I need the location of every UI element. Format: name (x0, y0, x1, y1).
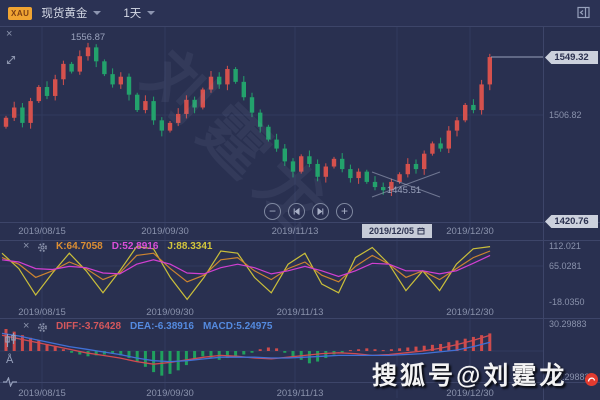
symbol-selector[interactable]: 现货黄金 (41, 5, 102, 21)
toolbar: XAU 现货黄金 1天 (0, 0, 600, 27)
date-label: 2019/12/30 (446, 226, 494, 237)
close-icon[interactable]: × (6, 28, 13, 40)
selected-date-tag[interactable]: 2019/12/05 (362, 224, 432, 238)
kdj-d-value: D:52.8916 (111, 241, 159, 252)
macd-diff-value: DIFF:-3.76428 (56, 321, 122, 332)
kdj-tick-label: -18.0350 (549, 297, 585, 307)
trough-price-label: 1445.51 (386, 185, 422, 196)
pan-left-button[interactable] (288, 203, 305, 220)
kdj-close-icon[interactable]: × (23, 240, 30, 252)
macd-settings-gear-icon[interactable] (37, 322, 48, 333)
symbol-badge: XAU (8, 6, 33, 20)
macd-values: DIFF:-3.76428 DEA:-6.38916 MACD:5.24975 (56, 321, 272, 332)
kdj-k-value: K:64.7058 (56, 241, 103, 252)
selected-date-label: 2019/12/05 (368, 226, 415, 236)
date-label: 2019/09/30 (141, 226, 189, 237)
macd-dea-value: DEA:-6.38916 (130, 321, 194, 332)
timeframe-label: 1天 (123, 8, 142, 20)
resize-diagonal-icon[interactable] (5, 54, 17, 66)
pulse-indicator-icon[interactable] (3, 376, 17, 388)
kdj-j-value: J:88.3341 (167, 241, 213, 252)
symbol-name: 现货黄金 (41, 8, 88, 20)
date-label: 2019/08/15 (18, 226, 66, 237)
peak-price-label: 1556.87 (70, 32, 106, 43)
zoom-in-button[interactable]: + (336, 203, 353, 220)
macd-tick-label: -30.29883 (549, 372, 590, 382)
date-label: 2019/08/15 (18, 307, 66, 318)
last-price-tag: 1549.32 (545, 51, 598, 64)
date-label: 2019/12/30 (446, 388, 494, 399)
chevron-down-icon (147, 11, 156, 15)
date-label: 2019/12/30 (446, 307, 494, 318)
calendar-icon (417, 227, 425, 235)
macd-tick-label: 30.29883 (549, 319, 587, 329)
macd-close-icon[interactable]: × (23, 320, 30, 332)
candlestick-tool-icon[interactable] (4, 333, 17, 348)
kdj-values: K:64.7058 D:52.8916 J:88.3341 (56, 241, 212, 252)
date-label: 2019/09/30 (146, 388, 194, 399)
axis-low-tag: 1420.76 (545, 215, 598, 228)
date-label: 2019/09/30 (146, 307, 194, 318)
kdj-tick-label: 65.0281 (549, 261, 582, 271)
text-annotation-icon[interactable]: Å (6, 354, 14, 366)
date-label: 2019/11/13 (276, 307, 324, 318)
date-label: 2019/11/13 (276, 388, 324, 399)
price-tick-label: 1506.82 (549, 110, 582, 120)
macd-macd-value: MACD:5.24975 (202, 321, 273, 332)
pan-right-button[interactable] (312, 203, 329, 220)
kdj-tick-label: 112.021 (549, 241, 581, 251)
zoom-out-button[interactable]: − (264, 203, 281, 220)
date-label: 2019/08/15 (18, 388, 66, 399)
timeframe-selector[interactable]: 1天 (123, 5, 156, 21)
kdj-settings-gear-icon[interactable] (37, 242, 48, 253)
panel-toggle-icon[interactable] (577, 6, 590, 19)
chevron-down-icon (93, 11, 102, 15)
date-label: 2019/11/13 (271, 226, 319, 237)
